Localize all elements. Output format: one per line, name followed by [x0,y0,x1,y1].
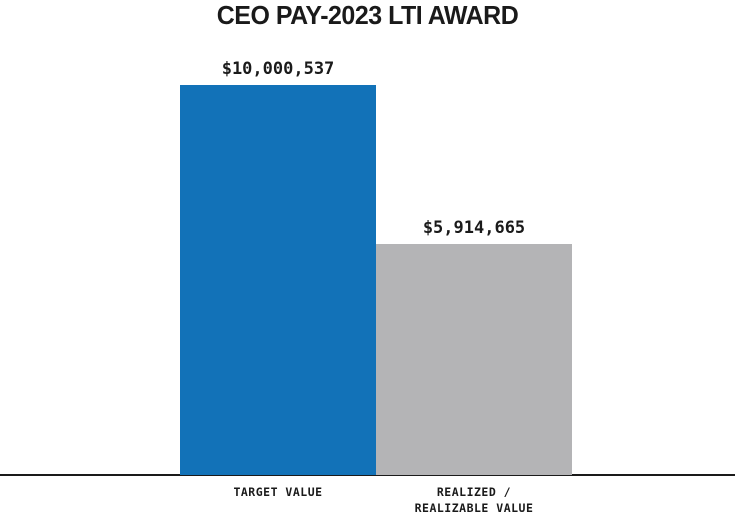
bar-value-label: $5,914,665 [422,218,526,238]
bar-value-label: $10,000,537 [221,59,335,79]
bar-category-label: TARGET VALUE [233,485,323,499]
x-axis-line [0,474,735,476]
bar-target-value [180,85,376,475]
bar-category-label: REALIZED / REALIZABLE VALUE [414,485,534,515]
bar-realized [376,244,572,475]
chart-title: CEO PAY-2023 LTI AWARD [216,0,519,30]
